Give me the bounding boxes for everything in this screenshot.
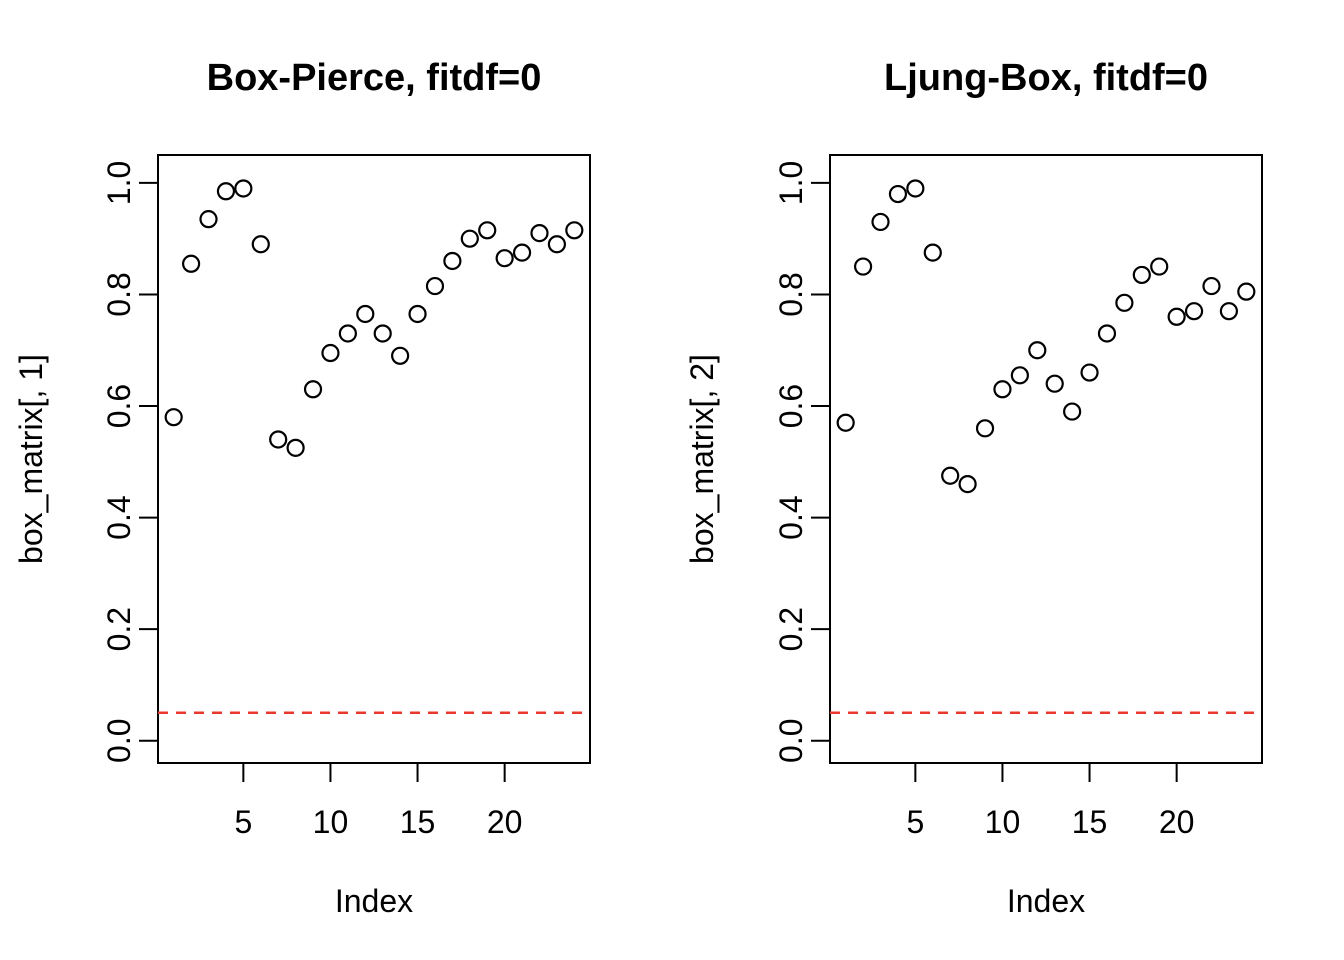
y-tick-label: 0.4 <box>773 495 809 539</box>
y-tick-label: 0.8 <box>773 272 809 316</box>
data-point <box>565 221 584 240</box>
data-point <box>391 346 410 365</box>
data-point <box>234 179 253 198</box>
data-point <box>216 182 236 201</box>
x-tick-label: 20 <box>1159 804 1195 840</box>
data-point <box>373 324 392 343</box>
data-point <box>993 380 1012 399</box>
data-point <box>495 249 514 268</box>
data-point <box>1028 341 1047 360</box>
data-point <box>321 343 340 363</box>
data-point <box>1132 265 1151 285</box>
y-tick-label: 0.0 <box>101 718 137 762</box>
data-point <box>303 380 323 399</box>
data-point <box>547 235 567 254</box>
data-point <box>836 413 855 432</box>
data-point <box>251 235 270 254</box>
y-tick-label: 0.4 <box>101 495 137 539</box>
data-point <box>338 324 357 343</box>
plot-box <box>829 154 1263 764</box>
y-tick-label: 1.0 <box>773 161 809 205</box>
data-point <box>1202 276 1221 296</box>
data-point <box>460 229 479 248</box>
y-tick-label: 0.8 <box>101 272 137 316</box>
plot-box <box>157 154 591 764</box>
data-point <box>941 466 960 485</box>
data-point <box>1115 293 1134 312</box>
x-tick-label: 15 <box>400 804 436 840</box>
left-y-axis-label: box_matrix[, 1] <box>13 354 49 564</box>
data-point <box>923 243 942 262</box>
y-tick-label: 0.6 <box>101 384 137 428</box>
y-tick-label: 0.2 <box>101 607 137 651</box>
data-point <box>286 438 305 457</box>
data-point <box>853 257 873 276</box>
left-plot-title: Box-Pierce, fitdf=0 <box>206 57 542 99</box>
data-point <box>1167 307 1186 326</box>
data-point <box>356 304 375 324</box>
data-point <box>1080 363 1099 382</box>
data-point <box>199 210 218 229</box>
y-tick-label: 0.0 <box>773 718 809 762</box>
y-tick-label: 1.0 <box>101 161 137 205</box>
x-tick-label: 20 <box>487 804 523 840</box>
data-point <box>478 221 497 240</box>
data-point <box>1063 402 1082 421</box>
x-tick-label: 5 <box>234 804 252 840</box>
data-point <box>425 276 445 296</box>
data-point <box>1045 374 1064 393</box>
data-point <box>1097 324 1117 343</box>
x-tick-label: 5 <box>906 804 924 840</box>
right-y-axis-label: box_matrix[, 2] <box>684 354 720 564</box>
data-point <box>181 254 201 273</box>
left-x-axis-label: Index <box>334 883 414 919</box>
data-point <box>1237 282 1256 301</box>
x-tick-label: 10 <box>313 804 349 840</box>
data-point <box>888 184 908 204</box>
data-point <box>530 223 549 243</box>
data-point <box>975 419 995 438</box>
right-x-axis-label: Index <box>1006 883 1086 919</box>
data-point <box>408 304 427 324</box>
x-tick-label: 10 <box>985 804 1021 840</box>
data-point <box>958 475 977 494</box>
data-point <box>443 251 462 271</box>
right-plot-title: Ljung-Box, fitdf=0 <box>883 57 1209 99</box>
y-tick-label: 0.6 <box>773 384 809 428</box>
data-point <box>871 212 890 232</box>
x-tick-label: 15 <box>1072 804 1108 840</box>
data-point <box>1150 257 1169 276</box>
data-point <box>164 408 183 427</box>
y-tick-label: 0.2 <box>773 607 809 651</box>
data-point <box>1010 366 1029 385</box>
data-point <box>512 243 532 262</box>
data-point <box>1184 302 1204 321</box>
data-point <box>906 179 925 198</box>
data-point <box>269 430 288 449</box>
data-point <box>1219 302 1239 321</box>
